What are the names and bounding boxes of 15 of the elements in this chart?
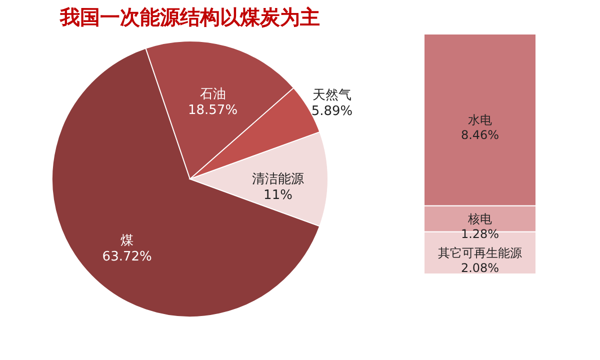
series-label: 其它可再生能源: [438, 246, 522, 260]
data-label: 18.57%: [188, 102, 238, 118]
data-label: 63.72%: [102, 250, 152, 265]
series-label: 水电: [468, 112, 492, 127]
chart-title: 我国一次能源结构以煤炭为主: [59, 5, 320, 29]
data-label: 11%: [264, 188, 292, 204]
data-label: 1.28%: [460, 226, 500, 241]
data-label: 5.89%: [311, 104, 353, 119]
slice-label: 石油: [200, 86, 226, 102]
data-label: 8.46%: [460, 128, 500, 142]
slice-label: 煤: [120, 234, 134, 249]
slice-label: 天然气: [312, 88, 352, 103]
data-label: 2.08%: [460, 260, 500, 275]
slice-label: 清洁能源: [252, 172, 304, 188]
series-label: 核电: [467, 212, 492, 226]
